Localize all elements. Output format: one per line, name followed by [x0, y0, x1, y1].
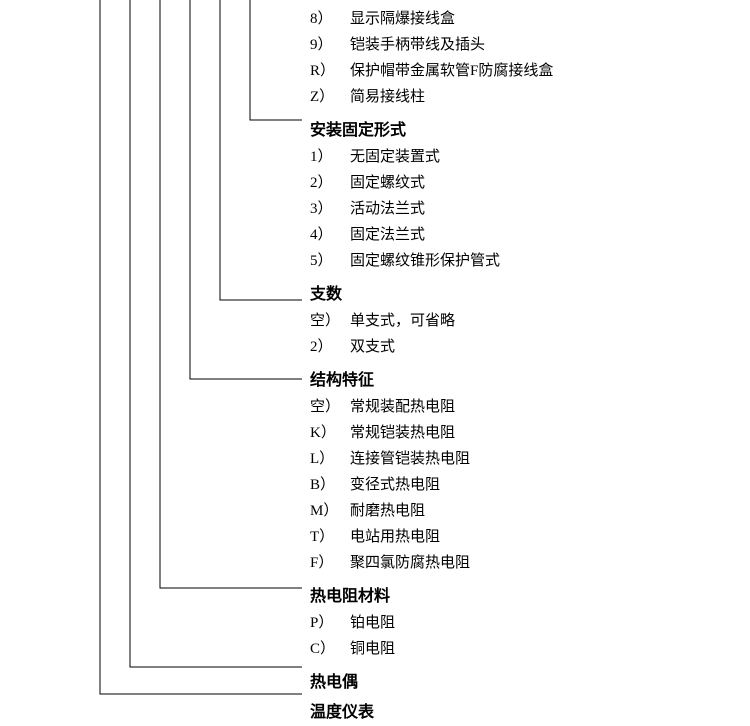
content-root: 8）显示隔爆接线盒9）铠装手柄带线及插头R）保护帽带金属软管F防腐接线盒Z）简易…	[310, 6, 553, 726]
item-label: 连接管铠装热电阻	[350, 451, 470, 467]
item-code: 空）	[310, 394, 350, 420]
list-item: 2）双支式	[310, 334, 553, 360]
section: 支数空）单支式，可省略2）双支式	[310, 280, 553, 360]
item-label: 固定螺纹式	[350, 175, 425, 191]
bracket-line	[100, 0, 302, 694]
item-label: 无固定装置式	[350, 149, 440, 165]
list-item: 空）常规装配热电阻	[310, 394, 553, 420]
section: 温度仪表	[310, 698, 553, 722]
item-label: 活动法兰式	[350, 201, 425, 217]
list-item: K）常规铠装热电阻	[310, 420, 553, 446]
section: 安装固定形式1）无固定装置式2）固定螺纹式3）活动法兰式4）固定法兰式5）固定螺…	[310, 116, 553, 274]
section-title: 热电偶	[310, 668, 553, 692]
item-code: 2）	[310, 334, 350, 360]
section: 热电阻材料P）铂电阻C）铜电阻	[310, 582, 553, 662]
item-label: 简易接线柱	[350, 89, 425, 105]
list-item: R）保护帽带金属软管F防腐接线盒	[310, 58, 553, 84]
item-code: 8）	[310, 6, 350, 32]
bracket-line	[130, 0, 302, 667]
item-label: 固定法兰式	[350, 227, 425, 243]
item-code: B）	[310, 472, 350, 498]
item-label: 铠装手柄带线及插头	[350, 37, 485, 53]
item-code: 3）	[310, 196, 350, 222]
list-item: F）聚四氯防腐热电阻	[310, 550, 553, 576]
list-item: Z）简易接线柱	[310, 84, 553, 110]
item-code: 空）	[310, 308, 350, 334]
section-title: 热电阻材料	[310, 582, 553, 606]
item-label: 常规铠装热电阻	[350, 425, 455, 441]
bracket-line	[190, 0, 302, 379]
bracket-line	[250, 0, 302, 120]
item-code: 2）	[310, 170, 350, 196]
item-code: 5）	[310, 248, 350, 274]
item-code: M）	[310, 498, 350, 524]
item-label: 常规装配热电阻	[350, 399, 455, 415]
item-label: 显示隔爆接线盒	[350, 11, 455, 27]
section-title: 结构特征	[310, 366, 553, 390]
item-label: 聚四氯防腐热电阻	[350, 555, 470, 571]
item-code: T）	[310, 524, 350, 550]
item-label: 铂电阻	[350, 615, 395, 631]
item-code: 9）	[310, 32, 350, 58]
item-label: 耐磨热电阻	[350, 503, 425, 519]
item-label: 双支式	[350, 339, 395, 355]
item-code: K）	[310, 420, 350, 446]
list-item: 5）固定螺纹锥形保护管式	[310, 248, 553, 274]
list-item: 4）固定法兰式	[310, 222, 553, 248]
item-label: 固定螺纹锥形保护管式	[350, 253, 500, 269]
section: 8）显示隔爆接线盒9）铠装手柄带线及插头R）保护帽带金属软管F防腐接线盒Z）简易…	[310, 6, 553, 110]
bracket-line	[220, 0, 302, 300]
item-label: 变径式热电阻	[350, 477, 440, 493]
item-code: 1）	[310, 144, 350, 170]
item-code: P）	[310, 610, 350, 636]
item-label: 电站用热电阻	[350, 529, 440, 545]
item-code: L）	[310, 446, 350, 472]
item-code: 4）	[310, 222, 350, 248]
item-code: F）	[310, 550, 350, 576]
section: 结构特征空）常规装配热电阻K）常规铠装热电阻L）连接管铠装热电阻B）变径式热电阻…	[310, 366, 553, 576]
list-item: 9）铠装手柄带线及插头	[310, 32, 553, 58]
item-code: R）	[310, 58, 350, 84]
section-title: 安装固定形式	[310, 116, 553, 140]
item-label: 铜电阻	[350, 641, 395, 657]
list-item: 空）单支式，可省略	[310, 308, 553, 334]
list-item: 3）活动法兰式	[310, 196, 553, 222]
section-title: 温度仪表	[310, 698, 553, 722]
bracket-line	[160, 0, 302, 588]
list-item: M）耐磨热电阻	[310, 498, 553, 524]
list-item: P）铂电阻	[310, 610, 553, 636]
item-code: C）	[310, 636, 350, 662]
list-item: 8）显示隔爆接线盒	[310, 6, 553, 32]
item-label: 单支式，可省略	[350, 313, 455, 329]
section-title: 支数	[310, 280, 553, 304]
list-item: 1）无固定装置式	[310, 144, 553, 170]
list-item: L）连接管铠装热电阻	[310, 446, 553, 472]
item-label: 保护帽带金属软管F防腐接线盒	[350, 63, 553, 79]
list-item: T）电站用热电阻	[310, 524, 553, 550]
list-item: C）铜电阻	[310, 636, 553, 662]
section: 热电偶	[310, 668, 553, 692]
list-item: 2）固定螺纹式	[310, 170, 553, 196]
list-item: B）变径式热电阻	[310, 472, 553, 498]
item-code: Z）	[310, 84, 350, 110]
